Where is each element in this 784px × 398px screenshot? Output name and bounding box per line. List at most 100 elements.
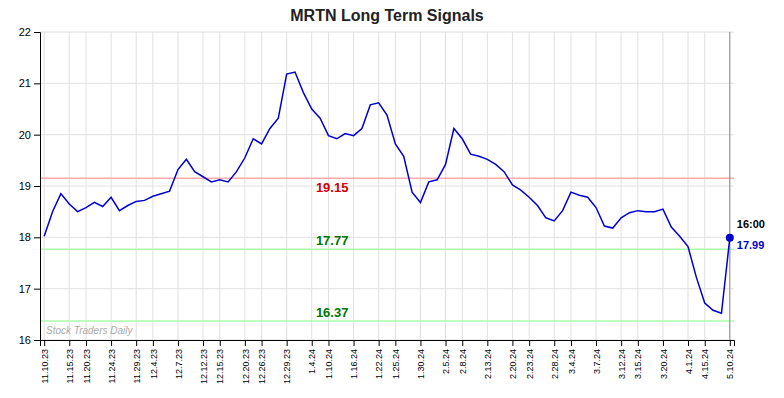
x-tick-mark xyxy=(638,340,639,346)
grid-line-x xyxy=(353,32,354,340)
chart: 11.10.2311.15.2311.20.2311.24.2311.29.23… xyxy=(0,0,784,398)
x-tick-mark xyxy=(136,340,137,346)
x-tick-label: 1.16.24 xyxy=(349,349,359,379)
grid-line-x xyxy=(487,32,488,340)
x-tick: 1.4.24 xyxy=(307,340,317,374)
grid-line-x xyxy=(203,32,204,340)
x-tick: 2.20.24 xyxy=(508,340,518,379)
y-tick-label: 17 xyxy=(19,283,31,295)
y-tick-mark xyxy=(34,340,40,341)
x-tick: 2.8.24 xyxy=(458,340,468,374)
y-tick-label: 22 xyxy=(19,26,31,38)
x-tick: 1.30.24 xyxy=(416,340,426,379)
grid-line-y xyxy=(40,186,734,187)
x-tick-label: 2.28.24 xyxy=(550,349,560,379)
x-tick-mark xyxy=(446,340,447,346)
grid-line-x xyxy=(219,32,220,340)
x-tick-label: 4.1.24 xyxy=(684,349,694,374)
y-tick-mark xyxy=(34,135,40,136)
reference-line xyxy=(40,248,734,250)
grid-line-x xyxy=(261,32,262,340)
last-point-label: 17.99 xyxy=(737,239,765,251)
x-tick-label: 12.4.23 xyxy=(149,349,159,379)
y-axis: 16171819202122 xyxy=(19,26,41,346)
x-tick-mark xyxy=(245,340,246,346)
x-tick-mark xyxy=(354,340,355,346)
y-tick-mark xyxy=(34,83,40,84)
grid-line-x xyxy=(378,32,379,340)
reference-label: 17.77 xyxy=(316,233,349,248)
grid-line-x xyxy=(637,32,638,340)
x-tick-label: 1.4.24 xyxy=(307,349,317,374)
x-tick-mark xyxy=(395,340,396,346)
grid-line-y xyxy=(40,134,734,135)
grid-line-x xyxy=(596,32,597,340)
y-tick-label: 21 xyxy=(19,77,31,89)
x-axis-line xyxy=(41,341,735,347)
grid-line-x xyxy=(621,32,622,340)
x-tick-mark xyxy=(529,340,530,346)
x-tick-label: 3.20.24 xyxy=(659,349,669,379)
x-tick-label: 11.20.23 xyxy=(82,349,92,383)
grid-line-x xyxy=(136,32,137,340)
x-tick: 11.29.23 xyxy=(132,340,142,383)
x-tick-label: 3.12.24 xyxy=(617,349,627,379)
grid-line-x xyxy=(420,32,421,340)
x-tick: 4.15.24 xyxy=(700,340,710,379)
grid-line-x xyxy=(662,32,663,340)
grid-line-x xyxy=(554,32,555,340)
grid-line-y xyxy=(40,237,734,238)
x-tick-mark xyxy=(730,340,731,346)
x-tick: 4.1.24 xyxy=(684,340,694,374)
x-tick: 12.15.23 xyxy=(215,340,225,384)
y-tick: 19 xyxy=(19,180,40,192)
x-tick: 2.23.24 xyxy=(525,340,535,379)
y-tick-mark xyxy=(34,289,40,290)
x-tick-label: 12.12.23 xyxy=(199,349,209,384)
x-tick-mark xyxy=(203,340,204,346)
annotations: 19.1517.7716.3716:0017.99Stock Traders D… xyxy=(46,180,765,336)
grid-line-x xyxy=(462,32,463,340)
x-tick-mark xyxy=(178,340,179,346)
x-tick-label: 12.15.23 xyxy=(215,349,225,384)
x-tick: 3.15.24 xyxy=(633,340,643,379)
grid-line-x xyxy=(244,32,245,340)
x-tick-label: 11.24.23 xyxy=(107,349,117,383)
x-tick-label: 12.29.23 xyxy=(282,349,292,384)
y-tick: 16 xyxy=(19,334,40,346)
x-tick: 12.12.23 xyxy=(199,340,209,384)
x-tick-mark xyxy=(487,340,488,346)
x-tick-label: 11.10.23 xyxy=(40,349,50,383)
last-point-marker xyxy=(726,234,734,242)
x-tick: 3.4.24 xyxy=(567,340,577,374)
x-tick: 12.29.23 xyxy=(282,340,292,384)
x-tick: 2.13.24 xyxy=(483,340,493,379)
x-tick-mark xyxy=(596,340,597,346)
x-tick: 3.20.24 xyxy=(659,340,669,379)
x-tick-mark xyxy=(312,340,313,346)
x-tick: 11.20.23 xyxy=(82,340,92,383)
grid-line-x xyxy=(85,32,86,340)
x-tick: 5.10.24 xyxy=(725,340,735,379)
y-tick-label: 19 xyxy=(19,180,31,192)
grid-line-x xyxy=(529,32,530,340)
grid-line-y xyxy=(40,83,734,84)
x-tick-label: 2.13.24 xyxy=(483,349,493,379)
x-tick-mark xyxy=(220,340,221,346)
x-tick-label: 3.7.24 xyxy=(592,349,602,374)
y-tick-mark xyxy=(34,237,40,238)
y-tick-mark xyxy=(34,32,40,33)
x-tick-label: 12.7.23 xyxy=(174,349,184,379)
watermark: Stock Traders Daily xyxy=(46,325,134,336)
x-axis: 11.10.2311.15.2311.20.2311.24.2311.29.23… xyxy=(40,340,736,384)
last-point-line xyxy=(729,32,730,340)
x-tick: 1.10.24 xyxy=(324,340,334,379)
x-tick-mark xyxy=(462,340,463,346)
title: MRTN Long Term Signals xyxy=(290,7,484,24)
x-tick: 12.26.23 xyxy=(257,340,267,384)
x-tick-mark xyxy=(512,340,513,346)
reference-label: 16.37 xyxy=(316,305,349,320)
grid-line-y xyxy=(40,288,734,289)
y-tick: 17 xyxy=(19,283,40,295)
grid-line-x xyxy=(704,32,705,340)
